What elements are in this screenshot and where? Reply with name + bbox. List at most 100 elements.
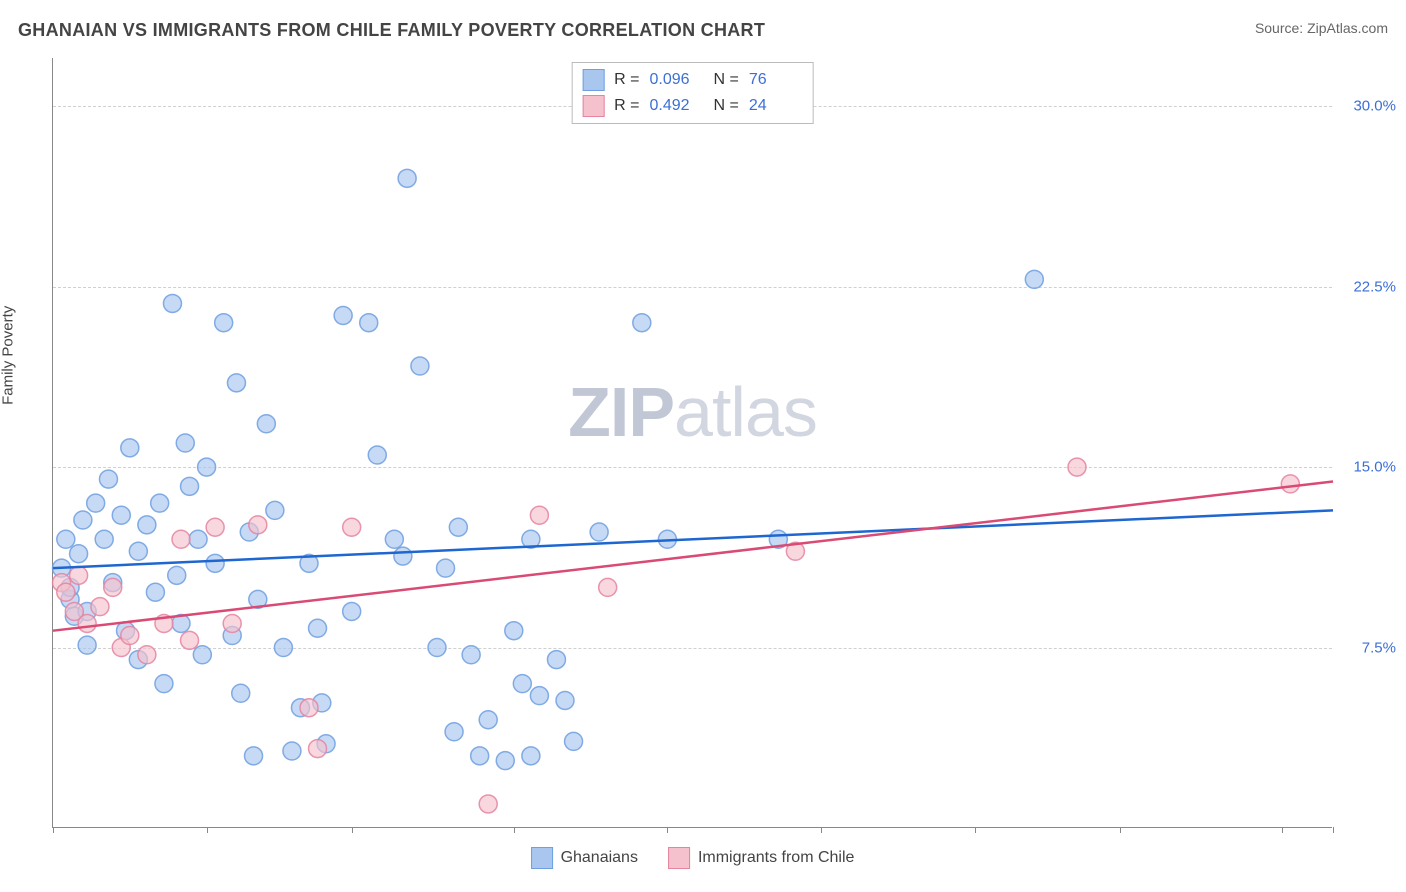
data-point [398, 169, 416, 187]
data-point [206, 518, 224, 536]
series-b-name: Immigrants from Chile [698, 849, 854, 867]
swatch-ghanaians-icon [531, 847, 553, 869]
data-point [138, 516, 156, 534]
data-point [215, 314, 233, 332]
data-point [343, 518, 361, 536]
data-point [232, 684, 250, 702]
data-point [334, 306, 352, 324]
data-point [99, 470, 117, 488]
data-point [385, 530, 403, 548]
data-point [547, 651, 565, 669]
data-point [78, 636, 96, 654]
chart-canvas [53, 58, 1332, 827]
data-point [95, 530, 113, 548]
x-tick [667, 827, 668, 833]
data-point [57, 530, 75, 548]
data-point [274, 639, 292, 657]
x-tick [1333, 827, 1334, 833]
data-point [599, 578, 617, 596]
data-point [471, 747, 489, 765]
x-tick [975, 827, 976, 833]
r-value-a: 0.096 [650, 71, 704, 89]
data-point [189, 530, 207, 548]
data-point [428, 639, 446, 657]
x-tick [53, 827, 54, 833]
data-point [249, 516, 267, 534]
x-tick [352, 827, 353, 833]
chart-source: Source: ZipAtlas.com [1255, 20, 1388, 36]
n-value-b: 24 [749, 97, 803, 115]
legend-row-b: R = 0.492 N = 24 [582, 93, 803, 119]
y-axis-label: Family Poverty [0, 306, 17, 405]
data-point [411, 357, 429, 375]
y-tick-label: 15.0% [1353, 459, 1396, 476]
data-point [146, 583, 164, 601]
data-point [87, 494, 105, 512]
plot-area: ZIPatlas 7.5%15.0%22.5%30.0% R = 0.096 N… [52, 58, 1332, 828]
y-tick-label: 7.5% [1362, 639, 1396, 656]
x-tick [821, 827, 822, 833]
data-point [181, 477, 199, 495]
correlation-legend: R = 0.096 N = 76 R = 0.492 N = 24 [571, 62, 814, 124]
data-point [223, 614, 241, 632]
y-tick-label: 30.0% [1353, 98, 1396, 115]
data-point [112, 506, 130, 524]
data-point [496, 752, 514, 770]
data-point [530, 687, 548, 705]
legend-item-a: Ghanaians [531, 847, 638, 869]
data-point [70, 566, 88, 584]
data-point [266, 501, 284, 519]
data-point [300, 699, 318, 717]
trend-line [53, 482, 1333, 631]
data-point [181, 631, 199, 649]
data-point [462, 646, 480, 664]
x-tick [1120, 827, 1121, 833]
data-point [437, 559, 455, 577]
data-point [309, 740, 327, 758]
n-label: N = [714, 97, 739, 115]
data-point [309, 619, 327, 637]
data-point [129, 542, 147, 560]
data-point [1281, 475, 1299, 493]
data-point [91, 598, 109, 616]
data-point [151, 494, 169, 512]
data-point [1068, 458, 1086, 476]
data-point [360, 314, 378, 332]
swatch-chile-icon [668, 847, 690, 869]
data-point [176, 434, 194, 452]
data-point [343, 602, 361, 620]
data-point [449, 518, 467, 536]
r-value-b: 0.492 [650, 97, 704, 115]
data-point [70, 545, 88, 563]
data-point [505, 622, 523, 640]
swatch-chile [582, 95, 604, 117]
y-tick-label: 22.5% [1353, 278, 1396, 295]
r-label: R = [614, 71, 639, 89]
r-label: R = [614, 97, 639, 115]
data-point [1025, 270, 1043, 288]
data-point [168, 566, 186, 584]
data-point [121, 627, 139, 645]
data-point [368, 446, 386, 464]
chart-header: GHANAIAN VS IMMIGRANTS FROM CHILE FAMILY… [18, 20, 1388, 41]
data-point [522, 747, 540, 765]
data-point [479, 795, 497, 813]
chart-title: GHANAIAN VS IMMIGRANTS FROM CHILE FAMILY… [18, 20, 765, 41]
legend-row-a: R = 0.096 N = 76 [582, 67, 803, 93]
data-point [206, 554, 224, 572]
data-point [556, 691, 574, 709]
data-point [198, 458, 216, 476]
data-point [163, 294, 181, 312]
data-point [479, 711, 497, 729]
data-point [78, 614, 96, 632]
x-tick [207, 827, 208, 833]
data-point [74, 511, 92, 529]
data-point [530, 506, 548, 524]
data-point [565, 732, 583, 750]
data-point [57, 583, 75, 601]
data-point [138, 646, 156, 664]
swatch-ghanaians [582, 69, 604, 91]
series-a-name: Ghanaians [561, 849, 638, 867]
data-point [245, 747, 263, 765]
data-point [227, 374, 245, 392]
